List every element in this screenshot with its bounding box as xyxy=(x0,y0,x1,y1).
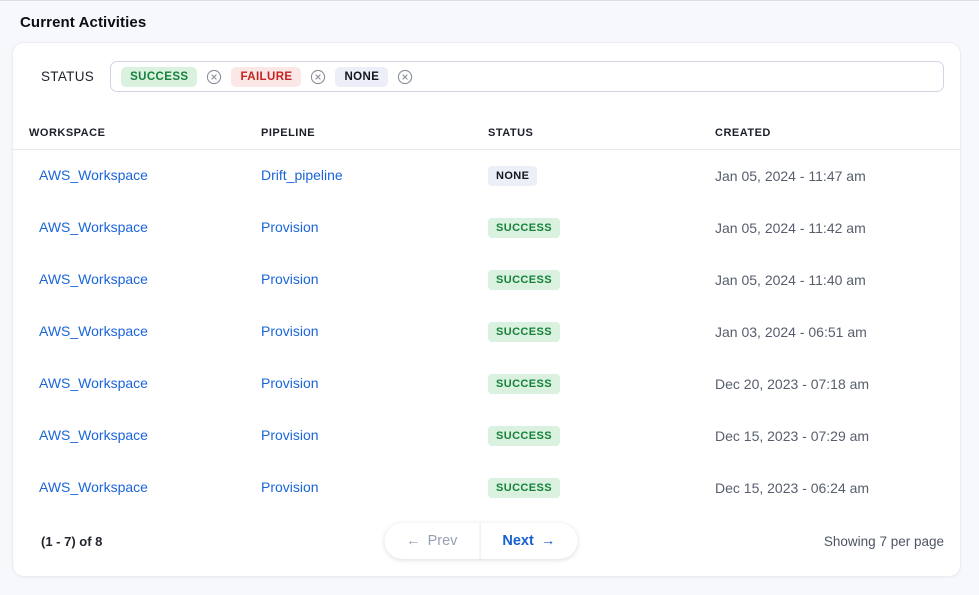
status-badge: SUCCESS xyxy=(488,270,560,290)
column-header-created: CREATED xyxy=(715,126,771,139)
status-badge: SUCCESS xyxy=(488,218,560,238)
workspace-cell: AWS_Workspace xyxy=(29,323,261,341)
status-cell: SUCCESS xyxy=(488,426,715,446)
remove-tag-button[interactable] xyxy=(397,69,413,85)
column-header-pipeline: PIPELINE xyxy=(261,126,316,139)
created-cell: Jan 05, 2024 - 11:47 am xyxy=(715,168,866,184)
pipeline-cell: Provision xyxy=(261,323,488,341)
circle-x-icon xyxy=(397,69,413,85)
circle-x-icon xyxy=(310,69,326,85)
pipeline-cell: Provision xyxy=(261,271,488,289)
status-cell: SUCCESS xyxy=(488,374,715,394)
pagination-range-text: (1 - 7) of 8 xyxy=(41,533,103,549)
activities-table: WORKSPACE PIPELINE STATUS CREATED AWS_Wo… xyxy=(13,116,960,514)
status-cell: SUCCESS xyxy=(488,478,715,498)
table-footer: (1 - 7) of 8 ← Prev Next → Showing 7 per… xyxy=(13,512,960,576)
pipeline-cell: Drift_pipeline xyxy=(261,167,488,185)
created-cell: Jan 05, 2024 - 11:42 am xyxy=(715,220,866,236)
current-activities-card: STATUS SUCCESS FAILURE xyxy=(12,42,961,577)
workspace-link[interactable]: AWS_Workspace xyxy=(39,271,148,287)
workspace-cell: AWS_Workspace xyxy=(29,219,261,237)
workspace-cell: AWS_Workspace xyxy=(29,375,261,393)
prev-button-label: Prev xyxy=(427,533,458,549)
arrow-left-icon: ← xyxy=(406,533,421,549)
table-row: AWS_Workspace Provision SUCCESS Dec 20, … xyxy=(13,358,960,410)
workspace-cell: AWS_Workspace xyxy=(29,479,261,497)
created-cell: Dec 20, 2023 - 07:18 am xyxy=(715,376,870,392)
page-title: Current Activities xyxy=(20,14,147,31)
created-cell: Dec 15, 2023 - 06:24 am xyxy=(715,480,870,496)
pipeline-link[interactable]: Drift_pipeline xyxy=(261,167,343,183)
pipeline-link[interactable]: Provision xyxy=(261,271,319,287)
status-filter-tag: NONE xyxy=(335,66,389,87)
status-cell: SUCCESS xyxy=(488,270,715,290)
pipeline-link[interactable]: Provision xyxy=(261,323,319,339)
workspace-cell: AWS_Workspace xyxy=(29,167,261,185)
status-cell: NONE xyxy=(488,166,715,186)
status-badge: SUCCESS xyxy=(488,426,560,446)
status-cell: SUCCESS xyxy=(488,322,715,342)
next-button-label: Next xyxy=(502,533,534,549)
pagination-controls: ← Prev Next → xyxy=(384,523,578,559)
table-row: AWS_Workspace Drift_pipeline NONE Jan 05… xyxy=(13,150,960,202)
pipeline-link[interactable]: Provision xyxy=(261,479,319,495)
status-badge: SUCCESS xyxy=(488,374,560,394)
created-cell: Jan 05, 2024 - 11:40 am xyxy=(715,272,866,288)
created-cell: Dec 15, 2023 - 07:29 am xyxy=(715,428,870,444)
status-filter-label: STATUS xyxy=(41,69,95,84)
status-filter-input[interactable]: SUCCESS FAILURE xyxy=(110,61,944,92)
table-row: AWS_Workspace Provision SUCCESS Jan 03, … xyxy=(13,306,960,358)
workspace-link[interactable]: AWS_Workspace xyxy=(39,375,148,391)
status-badge: SUCCESS xyxy=(488,478,560,498)
column-header-workspace: WORKSPACE xyxy=(29,126,106,139)
status-cell: SUCCESS xyxy=(488,218,715,238)
table-header-row: WORKSPACE PIPELINE STATUS CREATED xyxy=(13,116,960,150)
pipeline-link[interactable]: Provision xyxy=(261,375,319,391)
status-filter-row: STATUS SUCCESS FAILURE xyxy=(13,43,960,92)
pipeline-cell: Provision xyxy=(261,479,488,497)
remove-tag-button[interactable] xyxy=(310,69,326,85)
per-page-text: Showing 7 per page xyxy=(823,533,944,549)
column-header-status: STATUS xyxy=(488,126,534,139)
pipeline-link[interactable]: Provision xyxy=(261,427,319,443)
pipeline-cell: Provision xyxy=(261,427,488,445)
next-page-button[interactable]: Next → xyxy=(480,523,577,559)
remove-tag-button[interactable] xyxy=(206,69,222,85)
created-cell: Jan 03, 2024 - 06:51 am xyxy=(715,324,867,340)
pipeline-link[interactable]: Provision xyxy=(261,219,319,235)
pager-divider xyxy=(479,523,481,559)
prev-page-button[interactable]: ← Prev xyxy=(384,523,479,559)
table-row: AWS_Workspace Provision SUCCESS Dec 15, … xyxy=(13,462,960,514)
workspace-link[interactable]: AWS_Workspace xyxy=(39,323,148,339)
pipeline-cell: Provision xyxy=(261,375,488,393)
arrow-right-icon: → xyxy=(540,533,556,549)
workspace-link[interactable]: AWS_Workspace xyxy=(39,167,148,183)
table-row: AWS_Workspace Provision SUCCESS Jan 05, … xyxy=(13,202,960,254)
table-row: AWS_Workspace Provision SUCCESS Jan 05, … xyxy=(13,254,960,306)
workspace-link[interactable]: AWS_Workspace xyxy=(39,219,148,235)
workspace-link[interactable]: AWS_Workspace xyxy=(39,479,148,495)
status-badge: SUCCESS xyxy=(488,322,560,342)
pipeline-cell: Provision xyxy=(261,219,488,237)
workspace-cell: AWS_Workspace xyxy=(29,271,261,289)
workspace-cell: AWS_Workspace xyxy=(29,427,261,445)
status-badge: NONE xyxy=(488,166,538,186)
workspace-link[interactable]: AWS_Workspace xyxy=(39,427,148,443)
status-filter-tag: FAILURE xyxy=(231,66,302,87)
table-row: AWS_Workspace Provision SUCCESS Dec 15, … xyxy=(13,410,960,462)
circle-x-icon xyxy=(206,69,222,85)
status-filter-tag: SUCCESS xyxy=(121,66,198,87)
